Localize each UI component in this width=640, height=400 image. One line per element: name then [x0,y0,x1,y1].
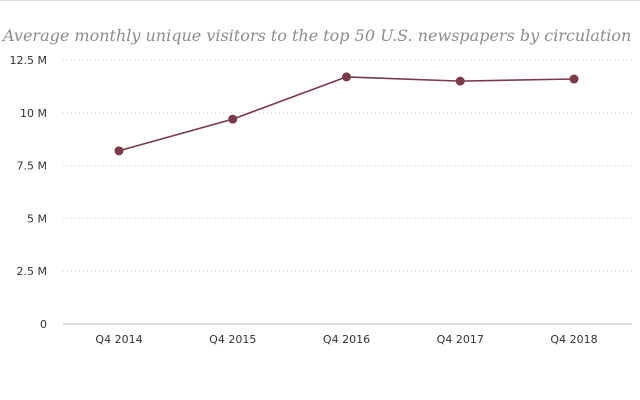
y-tick-label: 10 M [20,107,47,120]
x-tick-label: Q4 2014 [95,333,142,346]
data-point [342,72,351,82]
x-tick-label: Q4 2016 [323,333,370,346]
y-tick-label: 7.5 M [17,160,47,173]
series [114,72,579,156]
x-tick-label: Q4 2017 [437,333,484,346]
x-tick-label: Q4 2015 [209,333,256,346]
x-tick-label: Q4 2018 [550,333,597,346]
x-axis: Q4 2014 Q4 2015 Q4 2016 Q4 2017 Q4 2018 [63,323,632,346]
y-axis: 0 2.5 M 5 M 7.5 M 10 M 12.5 M [10,54,47,331]
top-rule [0,0,640,1]
series-line [118,76,575,152]
data-point [228,114,238,124]
y-tick-label: 5 M [27,212,47,225]
data-point [455,76,465,86]
y-tick-label: 0 [40,318,47,331]
y-tick-label: 12.5 M [10,54,47,67]
data-point [569,74,579,84]
gridlines [63,59,632,272]
y-tick-label: 2.5 M [17,265,47,278]
chart-title: Average monthly unique visitors to the t… [3,26,632,45]
data-point [114,146,124,156]
